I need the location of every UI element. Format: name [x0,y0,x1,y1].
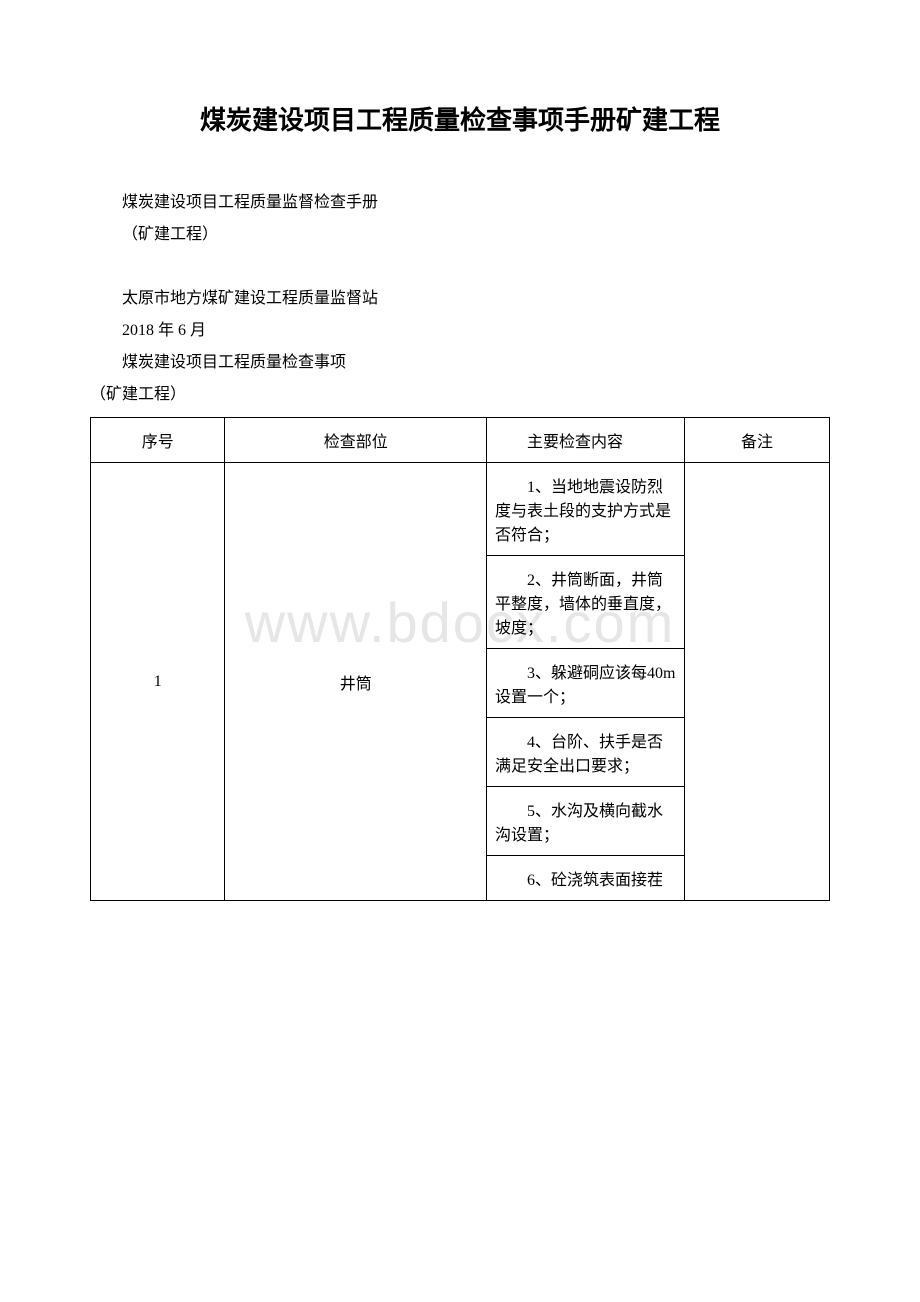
document-title: 煤炭建设项目工程质量检查事项手册矿建工程 [90,100,830,137]
cell-note [684,463,829,901]
inspection-table: 序号 检查部位 主要检查内容 备注 1 井筒 1、当地地震设防烈度与表土段的支护… [90,417,830,901]
cell-item: 1、当地地震设防烈度与表土段的支护方式是否符合； [486,463,684,556]
paragraph-subtitle-1: 煤炭建设项目工程质量监督检查手册 [90,187,830,219]
paragraph-date: 2018 年 6 月 [90,315,830,347]
header-part: 检查部位 [225,418,487,463]
cell-item-text: 2、井筒断面，井筒平整度，墙体的垂直度，坡度； [495,566,676,638]
header-content-text: 主要检查内容 [495,428,676,452]
cell-item: 6、砼浇筑表面接茬 [486,856,684,901]
cell-item: 2、井筒断面，井筒平整度，墙体的垂直度，坡度； [486,556,684,649]
document-page: 煤炭建设项目工程质量检查事项手册矿建工程 煤炭建设项目工程质量监督检查手册 （矿… [0,0,920,941]
cell-item-text: 4、台阶、扶手是否满足安全出口要求； [495,728,676,776]
cell-item-text: 5、水沟及横向截水沟设置； [495,797,676,845]
paragraph-subtitle-2: （矿建工程） [90,219,830,251]
table-row: 1 井筒 1、当地地震设防烈度与表土段的支护方式是否符合； [91,463,830,556]
cell-item: 4、台阶、扶手是否满足安全出口要求； [486,718,684,787]
cell-item: 5、水沟及横向截水沟设置； [486,787,684,856]
cell-item-text: 3、躲避硐应该每40m 设置一个； [495,659,676,707]
header-content: 主要检查内容 [486,418,684,463]
paragraph-section-sub: （矿建工程） [90,379,830,411]
paragraph-org: 太原市地方煤矿建设工程质量监督站 [90,283,830,315]
cell-item-text: 6、砼浇筑表面接茬 [495,866,676,890]
cell-part: 井筒 [225,463,487,901]
spacer [90,251,830,283]
cell-item: 3、躲避硐应该每40m 设置一个； [486,649,684,718]
header-note: 备注 [684,418,829,463]
cell-seq: 1 [91,463,225,901]
paragraph-section-title: 煤炭建设项目工程质量检查事项 [90,347,830,379]
cell-item-text: 1、当地地震设防烈度与表土段的支护方式是否符合； [495,473,676,545]
table-header-row: 序号 检查部位 主要检查内容 备注 [91,418,830,463]
header-seq: 序号 [91,418,225,463]
